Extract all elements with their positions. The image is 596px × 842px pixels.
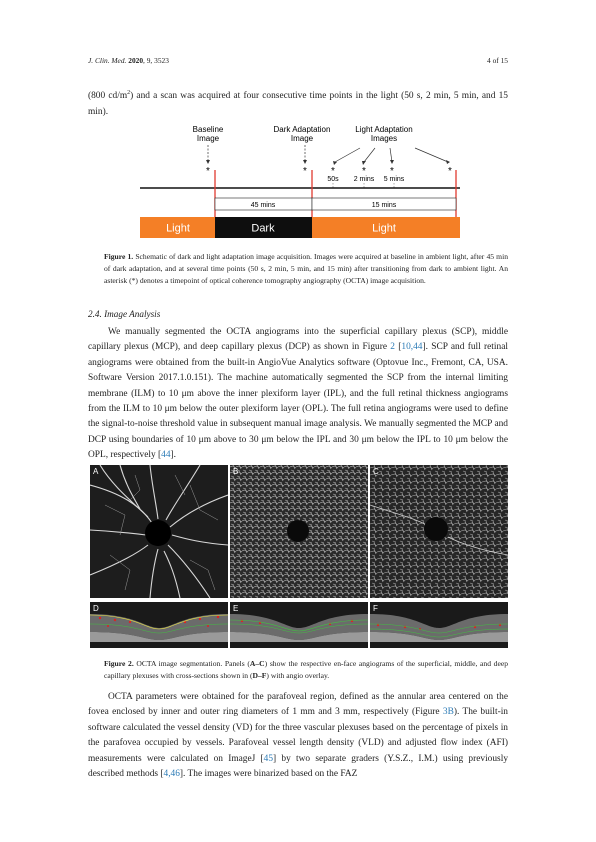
panel-d-cross-section: D (90, 602, 228, 648)
figure-2-caption-c: ) with angio overlay. (266, 671, 330, 680)
figure-2-caption-a: OCTA image segmentation. Panels ( (136, 659, 250, 668)
para3-d: ]. The images were binarized based on th… (179, 769, 358, 780)
ref-figure-3b[interactable]: 3B (442, 707, 454, 718)
label-dark-adaptation: Dark Adaptation (274, 125, 331, 134)
panel-label-b: B (233, 467, 239, 476)
bar-light-1 (140, 217, 215, 238)
star-dark: * (303, 166, 307, 177)
arrows (207, 145, 449, 163)
figure-2-caption-df: D–F (252, 671, 267, 680)
para3-a: OCTA parameters were obtained for the pa… (88, 692, 508, 718)
para1-text-a: (800 cd/m (88, 91, 128, 102)
figure-1-schematic: Baseline Image Dark Adaptation Image Lig… (140, 125, 460, 238)
paragraph-1: (800 cd/m2) and a scan was acquired at f… (88, 86, 508, 120)
label-15mins: 15 mins (372, 202, 397, 209)
star-50s: * (331, 166, 335, 177)
figure-1-label: Figure 1. (104, 252, 134, 261)
journal-year: 2020 (128, 56, 144, 65)
section-heading: 2.4. Image Analysis (88, 309, 161, 319)
para1-text-b: ) and a scan was acquired at four consec… (88, 91, 508, 117)
oct-bscan-d (90, 602, 228, 648)
scp-angiogram (90, 465, 228, 598)
panel-label-e: E (233, 604, 239, 613)
panel-c-dcp: C (370, 465, 508, 598)
journal-volume: , 9, 3523 (143, 56, 169, 65)
bar-label-dark: Dark (251, 223, 275, 235)
ref-45[interactable]: 45 (263, 753, 274, 764)
ref-figure-2[interactable]: 2 (390, 342, 395, 353)
page-number: 4 of 15 (487, 56, 508, 65)
label-light-adaptation: Light Adaptation (355, 125, 412, 134)
label-baseline: Baseline (193, 125, 224, 134)
star-5min: * (390, 166, 394, 177)
star-baseline: * (206, 166, 210, 177)
para3-b: ). The built-in software calculated the … (88, 707, 508, 764)
panel-f-cross-section: F (370, 602, 508, 648)
panel-label-a: A (93, 467, 99, 476)
label-5mins: 5 mins (384, 176, 405, 183)
paragraph-3: OCTA parameters were obtained for the pa… (88, 690, 508, 782)
panel-a-scp: A (90, 465, 228, 598)
figure-2-caption: Figure 2. OCTA image segmentation. Panel… (104, 658, 508, 682)
label-light-images: Images (371, 134, 397, 143)
panel-label-d: D (93, 604, 99, 613)
para1-sup: 2 (127, 90, 131, 96)
paragraph-2: We manually segmented the OCTA angiogram… (88, 325, 508, 464)
star-15min: * (448, 166, 452, 177)
bar-dark (215, 217, 312, 238)
panel-label-f: F (373, 604, 378, 613)
dcp-angiogram (370, 465, 508, 598)
star-2min: * (362, 166, 366, 177)
para2-b: [ (394, 342, 402, 353)
oct-bscan-f (370, 602, 508, 648)
running-header-journal: J. Clin. Med. 2020, 9, 3523 (88, 56, 169, 65)
label-50s: 50s (327, 176, 339, 183)
para3-c: ] by two separate graders (Y.S.Z., I.M.)… (88, 753, 509, 780)
panel-label-c: C (373, 467, 379, 476)
arrowheads (206, 160, 450, 165)
label-45mins: 45 mins (251, 202, 276, 209)
ref-44[interactable]: 44 (161, 450, 171, 461)
label-dark-image: Image (291, 134, 314, 143)
bar-label-light-1: Light (166, 223, 190, 235)
ref-4-46[interactable]: 4,46 (163, 769, 180, 780)
label-baseline-image: Image (197, 134, 220, 143)
panel-e-cross-section: E (230, 602, 368, 648)
figure-1-caption-text: Schematic of dark and light adaptation i… (104, 252, 508, 285)
bar-label-light-2: Light (372, 223, 396, 235)
figure-2-caption-ac: A–C (249, 659, 265, 668)
figure-1-caption: Figure 1. Schematic of dark and light ad… (104, 251, 508, 287)
figure-2-caption-b: ) show the respective en-face angiograms… (104, 659, 508, 680)
figure-2-label: Figure 2. (104, 659, 134, 668)
segment-15mins (311, 197, 457, 211)
bar-light-2 (312, 217, 460, 238)
asterisks: * * * * * * (206, 166, 452, 177)
para2-a: We manually segmented the OCTA angiogram… (88, 327, 508, 353)
mcp-angiogram (230, 465, 368, 598)
oct-bscan-e (230, 602, 368, 648)
ref-10-44[interactable]: 10,44 (401, 342, 423, 353)
panel-b-mcp: B (230, 465, 368, 598)
label-2mins: 2 mins (354, 176, 375, 183)
journal-name: J. Clin. Med. (88, 56, 127, 65)
figure-2: A B C D (90, 465, 508, 650)
para2-c: ]. SCP and full retinal angiograms were … (88, 342, 508, 461)
para2-d: ]. (170, 450, 176, 461)
